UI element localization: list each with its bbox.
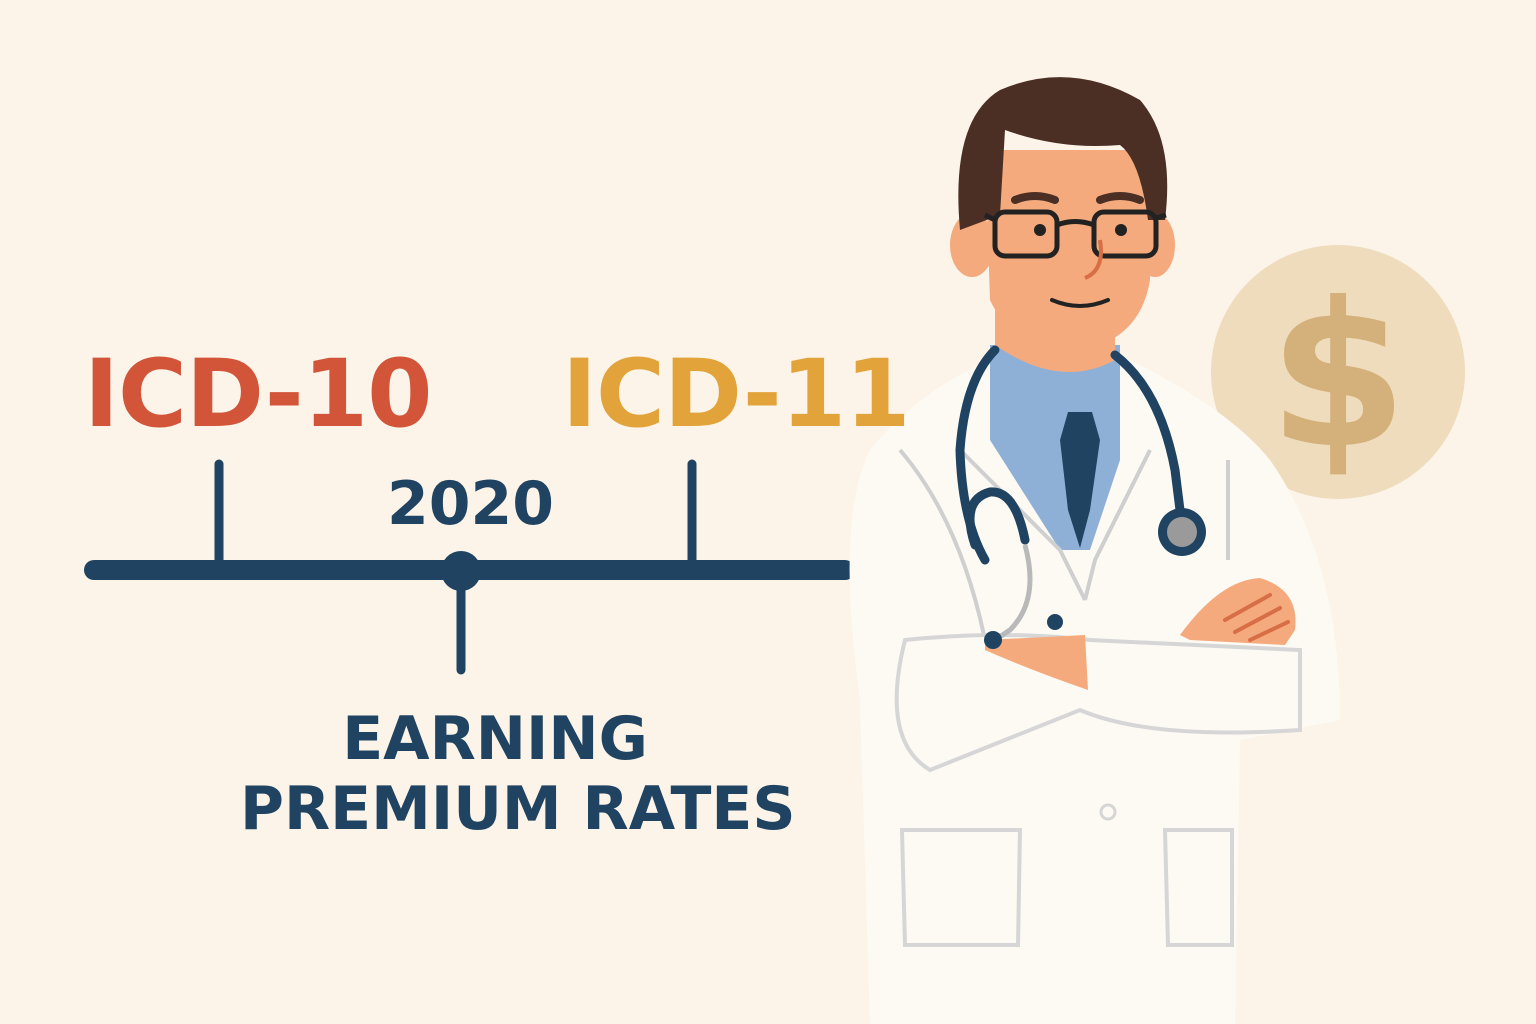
caption-line-2: PREMIUM RATES: [240, 774, 796, 844]
milestone-year: 2020: [387, 469, 554, 539]
icd11-label: ICD-11: [562, 340, 911, 449]
doctor-illustration: [849, 77, 1340, 1024]
dollar-coin-icon: $: [1211, 245, 1465, 499]
caption-line-1: EARNING: [342, 704, 648, 774]
milestone-caption: EARNING PREMIUM RATES: [240, 704, 796, 844]
milestone-node: [441, 551, 481, 591]
timeline: [84, 459, 855, 675]
svg-text:$: $: [1268, 260, 1407, 493]
icd10-label: ICD-10: [84, 340, 433, 449]
